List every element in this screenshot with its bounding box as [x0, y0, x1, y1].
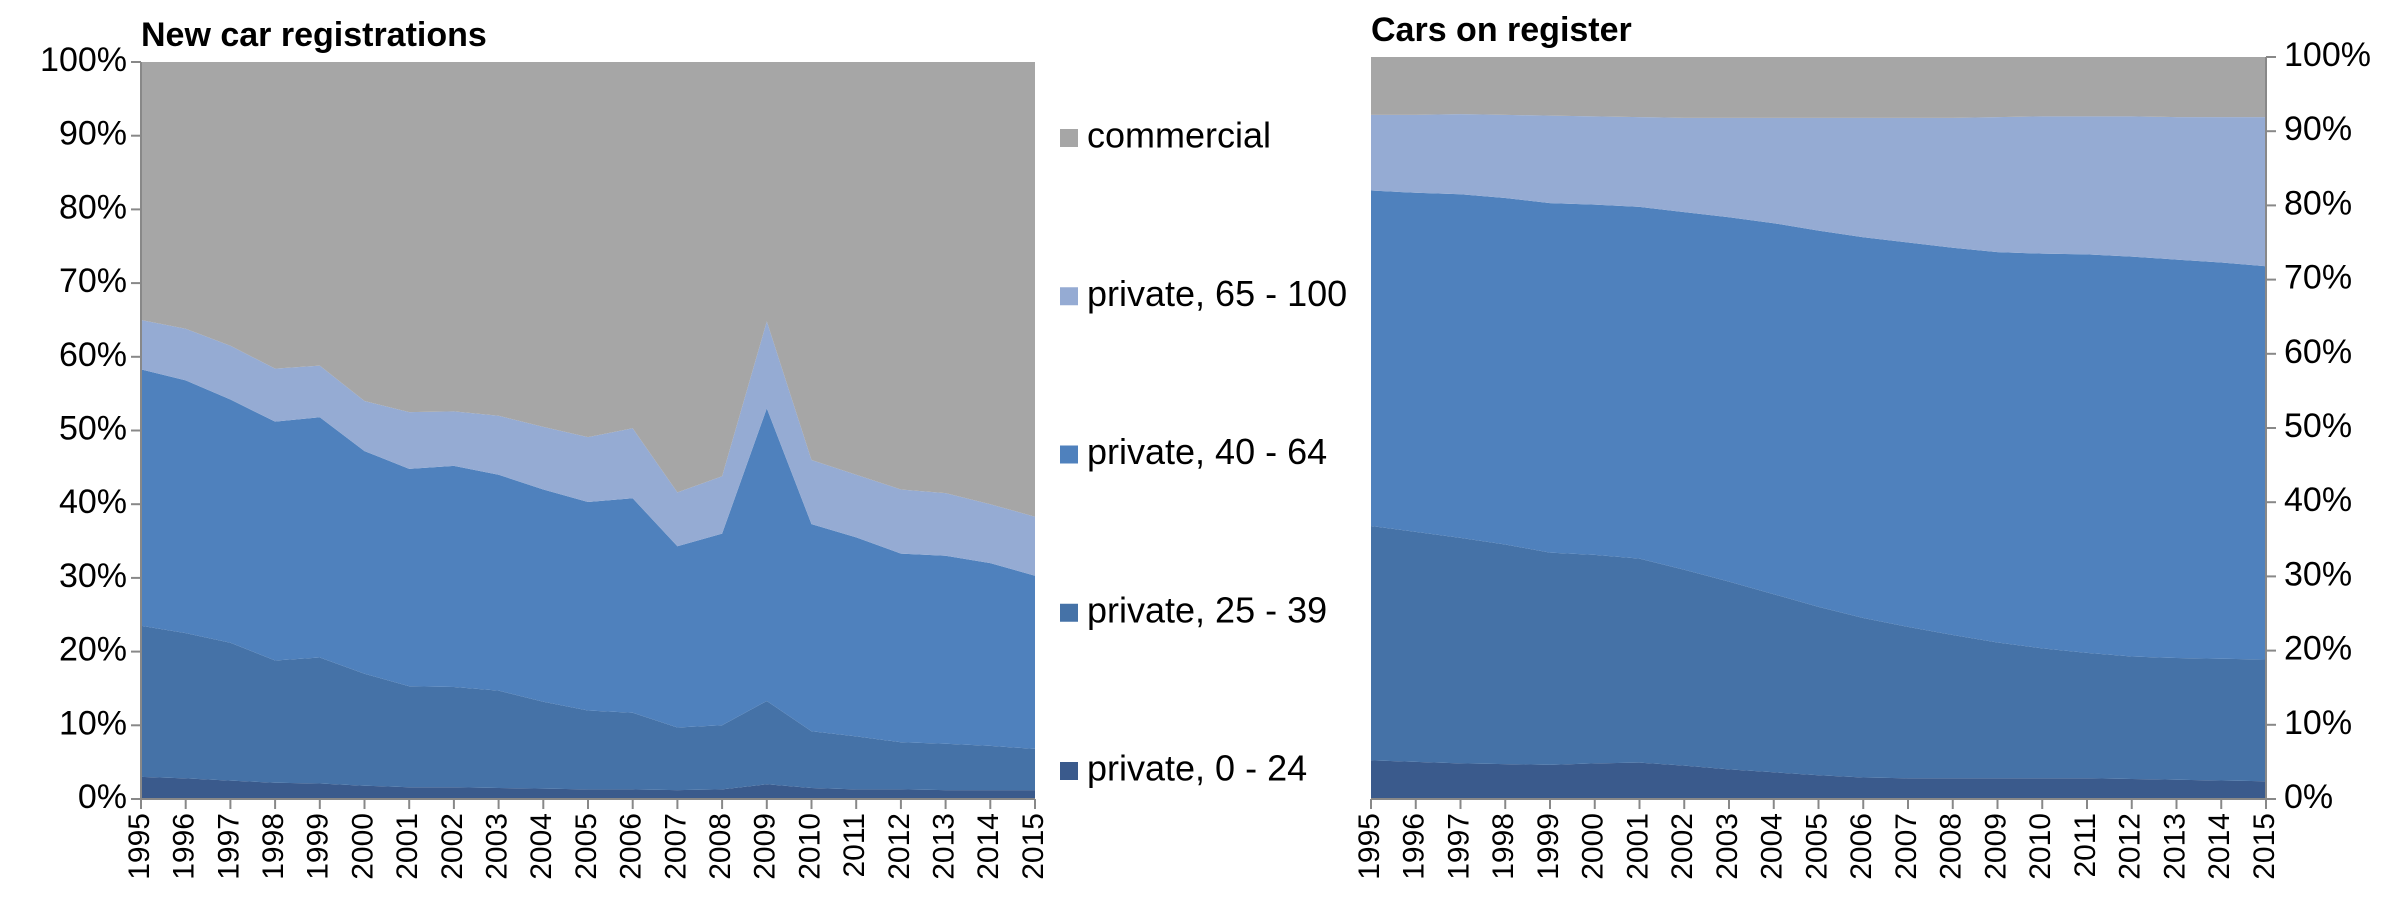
y-tick-label: 70%: [59, 262, 127, 300]
area: [141, 369, 1035, 749]
y-tick-label: 10%: [2284, 704, 2352, 742]
x-tick-label: 2007: [659, 813, 692, 880]
area: [1371, 57, 2266, 118]
x-tick-label: 2009: [749, 813, 782, 880]
x-tick-label: 2002: [1666, 813, 1699, 880]
area: [141, 776, 1035, 799]
y-tick-label: 90%: [59, 115, 127, 153]
area: [141, 62, 1035, 517]
x-tick-label: 2005: [570, 813, 603, 880]
area: [141, 625, 1035, 791]
x-tick-label: 2013: [2158, 813, 2191, 880]
area: [1371, 190, 2266, 660]
x-tick-label: 2012: [2114, 813, 2147, 880]
y-tick-label: 100%: [40, 41, 127, 79]
x-tick-label: 1999: [1532, 813, 1565, 880]
x-tick-label: 2000: [346, 813, 379, 880]
y-tick-label: 30%: [59, 557, 127, 595]
legend-swatch: [1060, 603, 1078, 622]
chart-title: Cars on register: [1371, 11, 1632, 49]
x-tick-label: 2014: [2203, 813, 2236, 880]
x-tick-label: 2012: [883, 813, 916, 880]
x-tick-label: 2001: [1621, 813, 1654, 880]
x-tick-label: 1995: [123, 813, 156, 880]
y-tick-label: 90%: [2284, 110, 2352, 148]
legend-label: private, 25 - 39: [1087, 589, 1327, 630]
x-tick-label: 2013: [928, 813, 961, 880]
area: [141, 319, 1035, 576]
y-tick-label: 60%: [59, 336, 127, 374]
y-tick-label: 50%: [2284, 407, 2352, 445]
y-tick-label: 20%: [2284, 630, 2352, 668]
x-tick-label: 1995: [1353, 813, 1386, 880]
x-tick-label: 1998: [1487, 813, 1520, 880]
x-tick-label: 1997: [212, 813, 245, 880]
x-tick-label: 2000: [1577, 813, 1610, 880]
x-tick-label: 2003: [481, 813, 514, 880]
y-tick-label: 50%: [59, 409, 127, 447]
legend-label: private, 0 - 24: [1087, 748, 1307, 789]
x-tick-label: 1997: [1442, 813, 1475, 880]
y-tick-label: 70%: [2284, 259, 2352, 297]
x-tick-label: 2004: [1756, 813, 1789, 880]
x-tick-label: 2008: [704, 813, 737, 880]
legend-label: private, 40 - 64: [1087, 431, 1327, 472]
y-tick-label: 0%: [2284, 778, 2333, 816]
x-tick-label: 2015: [2248, 813, 2281, 880]
x-tick-label: 1996: [168, 813, 201, 880]
y-tick-label: 40%: [2284, 481, 2352, 519]
legend-label: commercial: [1087, 115, 1271, 156]
y-tick-label: 10%: [59, 704, 127, 742]
y-tick-label: 30%: [2284, 555, 2352, 593]
x-tick-label: 2015: [1017, 813, 1050, 880]
x-tick-label: 2011: [2069, 813, 2102, 878]
y-tick-label: 40%: [59, 483, 127, 521]
x-tick-label: 2014: [972, 813, 1005, 880]
area: [1371, 760, 2266, 799]
x-tick-label: 2005: [1800, 813, 1833, 880]
x-tick-label: 2010: [793, 813, 826, 880]
x-tick-label: 2002: [436, 813, 469, 880]
x-tick-label: 2001: [391, 813, 424, 880]
y-tick-label: 100%: [2284, 36, 2371, 74]
x-tick-label: 2010: [2024, 813, 2057, 880]
legend-swatch: [1060, 129, 1078, 147]
x-tick-label: 2011: [838, 813, 871, 878]
x-tick-label: 2006: [1845, 813, 1878, 880]
area: [1371, 525, 2266, 782]
area: [1371, 114, 2266, 267]
x-tick-label: 1996: [1398, 813, 1431, 880]
y-tick-label: 0%: [78, 778, 127, 816]
x-tick-label: 1998: [257, 813, 290, 880]
x-tick-label: 2007: [1890, 813, 1923, 880]
y-tick-label: 20%: [59, 631, 127, 669]
x-tick-label: 1999: [302, 813, 335, 880]
y-tick-label: 80%: [59, 188, 127, 226]
y-tick-label: 80%: [2284, 184, 2352, 222]
legend-swatch: [1060, 287, 1078, 306]
chart-title: New car registrations: [141, 16, 487, 54]
y-tick-label: 60%: [2284, 333, 2352, 371]
legend-swatch: [1060, 762, 1078, 780]
legend-label: private, 65 - 100: [1087, 273, 1347, 314]
legend-swatch: [1060, 445, 1078, 464]
x-tick-label: 2008: [1935, 813, 1968, 880]
x-tick-label: 2006: [615, 813, 648, 880]
x-tick-label: 2004: [525, 813, 558, 880]
x-tick-label: 2003: [1711, 813, 1744, 880]
x-tick-label: 2009: [1979, 813, 2012, 880]
